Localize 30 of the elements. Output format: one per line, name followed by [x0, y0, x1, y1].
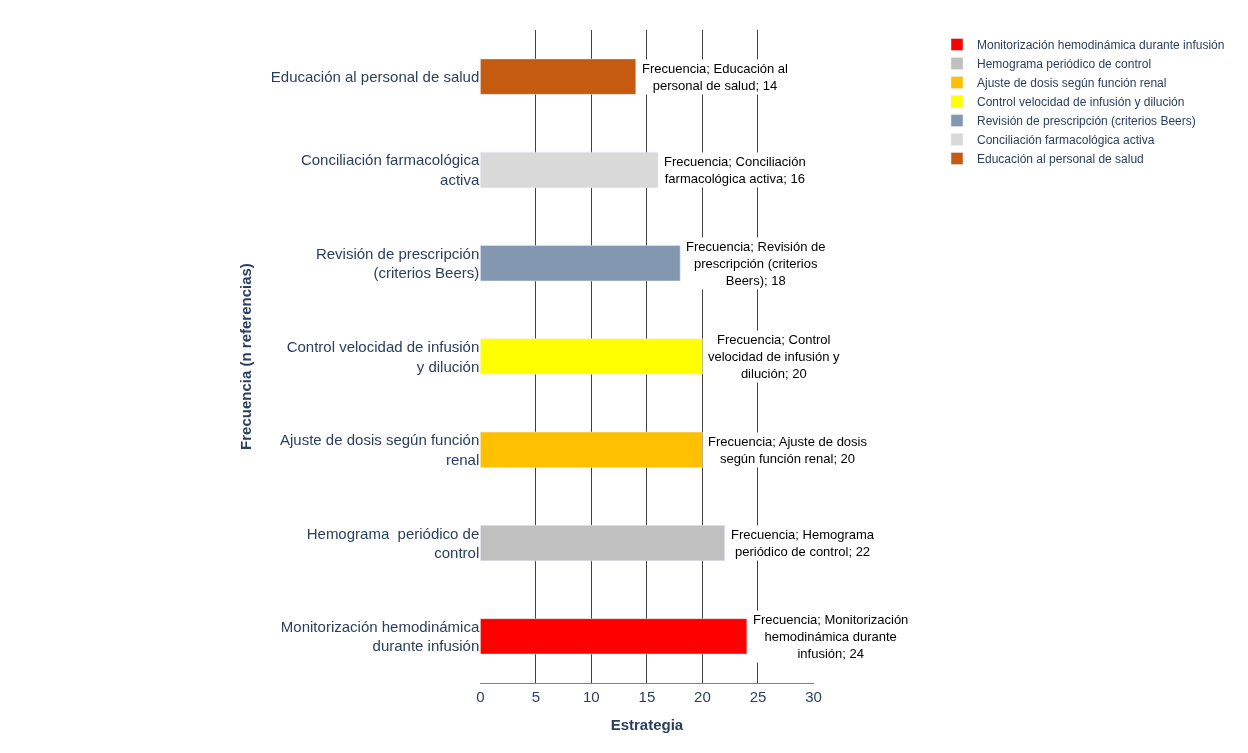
- y-axis-title: Frecuencia (n referencias): [237, 263, 255, 450]
- legend-label: Hemograma periódico de control: [977, 57, 1152, 72]
- data-label: Frecuencia; Hemograma periódico de control; 22: [731, 527, 875, 559]
- y-tick-label: Educación al personal de salud: [270, 67, 480, 85]
- x-axis-title: Estrategia: [610, 716, 684, 733]
- legend-label: Conciliación farmacológica activa: [977, 133, 1155, 148]
- x-tick-label: 25: [749, 688, 767, 705]
- data-label: Frecuencia; Monitorización hemodinámica durante infusión; 24: [753, 612, 909, 661]
- x-tick-label: 20: [694, 688, 711, 705]
- legend-label: Control velocidad de infusión y dilución: [977, 95, 1185, 110]
- y-tick-label: Ajuste de dosis según función renal: [279, 431, 480, 468]
- y-tick-label: Revisión de prescripción (criterios Beers): [315, 244, 480, 282]
- x-tick-label: 5: [531, 688, 540, 705]
- legend-label: Monitorización hemodinámica durante infusión: [977, 38, 1225, 53]
- legend-label: Educación al personal de salud: [977, 152, 1144, 167]
- x-tick-label: 30: [805, 688, 822, 705]
- legend-label: Ajuste de dosis según función renal: [977, 76, 1167, 91]
- legend-label: Revisión de prescripción (criterios Beers): [977, 114, 1196, 129]
- x-tick-label: 0: [476, 688, 485, 705]
- y-tick-label: Hemograma periódico de control: [306, 524, 480, 562]
- y-tick-label: Conciliación farmacológica activa: [300, 151, 480, 188]
- data-label: Frecuencia; Conciliación farmacológica activa; 16: [664, 154, 806, 186]
- y-tick-label: Monitorización hemodinámica durante infusión: [280, 617, 480, 655]
- y-tick-label: Control velocidad de infusión y dilución: [286, 338, 480, 375]
- data-label: Frecuencia; Revisión de prescripción (criterios Beers); 18: [686, 239, 826, 288]
- x-tick-label: 10: [583, 688, 600, 705]
- data-label: Frecuencia; Control velocidad de infusión y dilución; 20: [708, 332, 841, 381]
- data-label: Frecuencia; Ajuste de dosis según función renal; 20: [708, 434, 868, 466]
- data-label: Frecuencia; Educación al personal de salud; 14: [642, 61, 789, 93]
- x-tick-label: 15: [638, 688, 656, 705]
